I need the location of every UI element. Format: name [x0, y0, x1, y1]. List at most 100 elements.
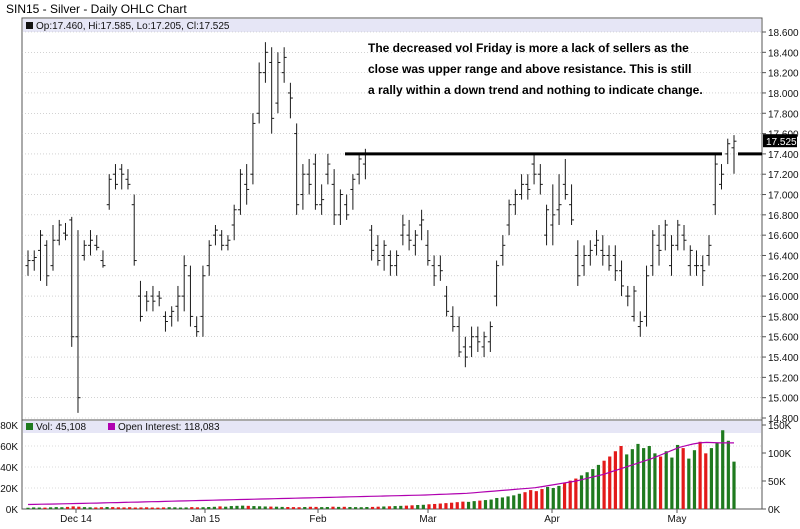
- ohlc-bar: [112, 164, 118, 190]
- volume-bar: [512, 495, 516, 509]
- ohlc-bar: [62, 222, 68, 241]
- ohlc-bar: [537, 164, 543, 195]
- volume-bar: [235, 505, 239, 509]
- volume-right-axis: 150K 100K 50K 0K: [762, 421, 792, 516]
- annotation-line-2: close was upper range and above resistan…: [368, 62, 691, 76]
- ohlc-bar: [406, 219, 412, 251]
- ohlc-bar: [250, 113, 256, 185]
- volume-bar: [65, 506, 70, 509]
- ohlc-bar: [394, 250, 400, 276]
- volume-bar: [574, 478, 578, 509]
- volume-bar: [715, 442, 719, 509]
- price-tick-label: 15.400: [768, 353, 799, 364]
- volume-bar: [308, 506, 312, 509]
- volume-bar: [450, 502, 454, 509]
- open-interest-line: [27, 441, 735, 506]
- ohlc-bar: [531, 153, 537, 185]
- ohlc-bar: [475, 326, 481, 352]
- volume-bar: [128, 507, 132, 509]
- volume-readout: Vol: 45,108: [36, 422, 86, 433]
- volume-legend-band: [23, 421, 761, 433]
- volume-bar: [619, 446, 623, 509]
- ohlc-bar: [312, 153, 318, 210]
- volume-left-tick-label: 20K: [0, 484, 18, 495]
- ohlc-bar: [181, 255, 187, 312]
- ohlc-bar: [144, 291, 150, 312]
- ohlc-bar: [225, 235, 231, 251]
- volume-bar: [704, 453, 708, 509]
- ohlc-bar: [300, 164, 306, 210]
- ohlc-bar: [637, 311, 643, 337]
- annotation-line-1: The decreased vol Friday is more a lack …: [368, 41, 689, 55]
- ohlc-bar: [519, 174, 525, 200]
- ohlc-bar: [219, 230, 225, 251]
- ohlc-bar: [444, 285, 450, 317]
- ohlc-bar: [319, 184, 325, 215]
- volume-bar: [150, 507, 154, 509]
- ohlc-bar: [494, 260, 500, 307]
- volume-bar: [726, 440, 730, 509]
- volume-bar: [483, 500, 488, 509]
- volume-left-tick-label: 40K: [0, 463, 18, 474]
- ohlc-bar: [675, 219, 681, 251]
- ohlc-bar: [594, 230, 600, 256]
- volume-bar: [353, 507, 358, 509]
- ohlc-bar: [644, 265, 650, 327]
- volume-bar: [156, 507, 160, 509]
- volume-bar: [145, 507, 149, 509]
- volume-left-tick-label: 0K: [6, 505, 19, 516]
- volume-bar: [591, 469, 595, 509]
- volume-bar: [370, 506, 375, 509]
- open-interest-legend-swatch: [108, 423, 115, 430]
- volume-bar: [246, 505, 250, 509]
- annotation-line-3: a rally within a down trend and nothing …: [368, 83, 703, 97]
- volume-bar: [60, 507, 64, 509]
- volume-bar: [546, 486, 550, 509]
- ohlc-bar: [200, 265, 206, 337]
- ohlc-series: [25, 42, 737, 413]
- volume-bar: [376, 506, 380, 509]
- ohlc-bar: [169, 306, 175, 327]
- open-interest-readout: Open Interest: 118,083: [118, 422, 220, 433]
- ohlc-bar: [550, 184, 556, 246]
- volume-bar: [263, 506, 267, 509]
- volume-bar: [173, 507, 177, 509]
- volume-bar: [54, 507, 58, 509]
- volume-bar: [161, 507, 166, 509]
- ohlc-bar: [194, 316, 200, 337]
- ohlc-bar: [631, 285, 637, 322]
- price-tick-label: 17.200: [768, 170, 799, 181]
- volume-bar: [241, 505, 245, 509]
- ohlc-bar: [137, 280, 143, 322]
- volume-bar: [692, 450, 697, 509]
- volume-bar: [94, 507, 98, 509]
- volume-bar: [342, 506, 346, 509]
- date-tick-label: Mar: [419, 514, 437, 524]
- volume-bar: [455, 502, 459, 509]
- ohlc-bar: [344, 194, 350, 220]
- price-tick-label: 17.400: [768, 150, 799, 161]
- ohlc-bar: [512, 189, 518, 215]
- last-price-box: [763, 134, 797, 148]
- ohlc-bar: [294, 123, 300, 215]
- ohlc-bar: [556, 174, 562, 225]
- volume-bar: [557, 485, 561, 509]
- ohlc-bar: [156, 291, 162, 307]
- volume-right-tick-label: 100K: [768, 449, 792, 460]
- price-tick-label: 18.600: [768, 28, 799, 39]
- ohlc-bar: [125, 169, 131, 190]
- volume-bar: [517, 493, 521, 509]
- legend-band: [23, 19, 761, 32]
- volume-bar: [630, 449, 634, 509]
- volume-bar: [596, 464, 601, 509]
- ohlc-bar: [50, 225, 56, 271]
- ohlc-bar: [75, 230, 81, 413]
- ohlc-bar: [600, 235, 606, 266]
- volume-bar: [466, 501, 471, 509]
- price-tick-label: 15.600: [768, 333, 799, 344]
- volume-bar: [568, 480, 572, 509]
- volume-bar: [359, 507, 363, 509]
- volume-bar: [478, 500, 482, 509]
- ohlc-bar: [694, 250, 700, 276]
